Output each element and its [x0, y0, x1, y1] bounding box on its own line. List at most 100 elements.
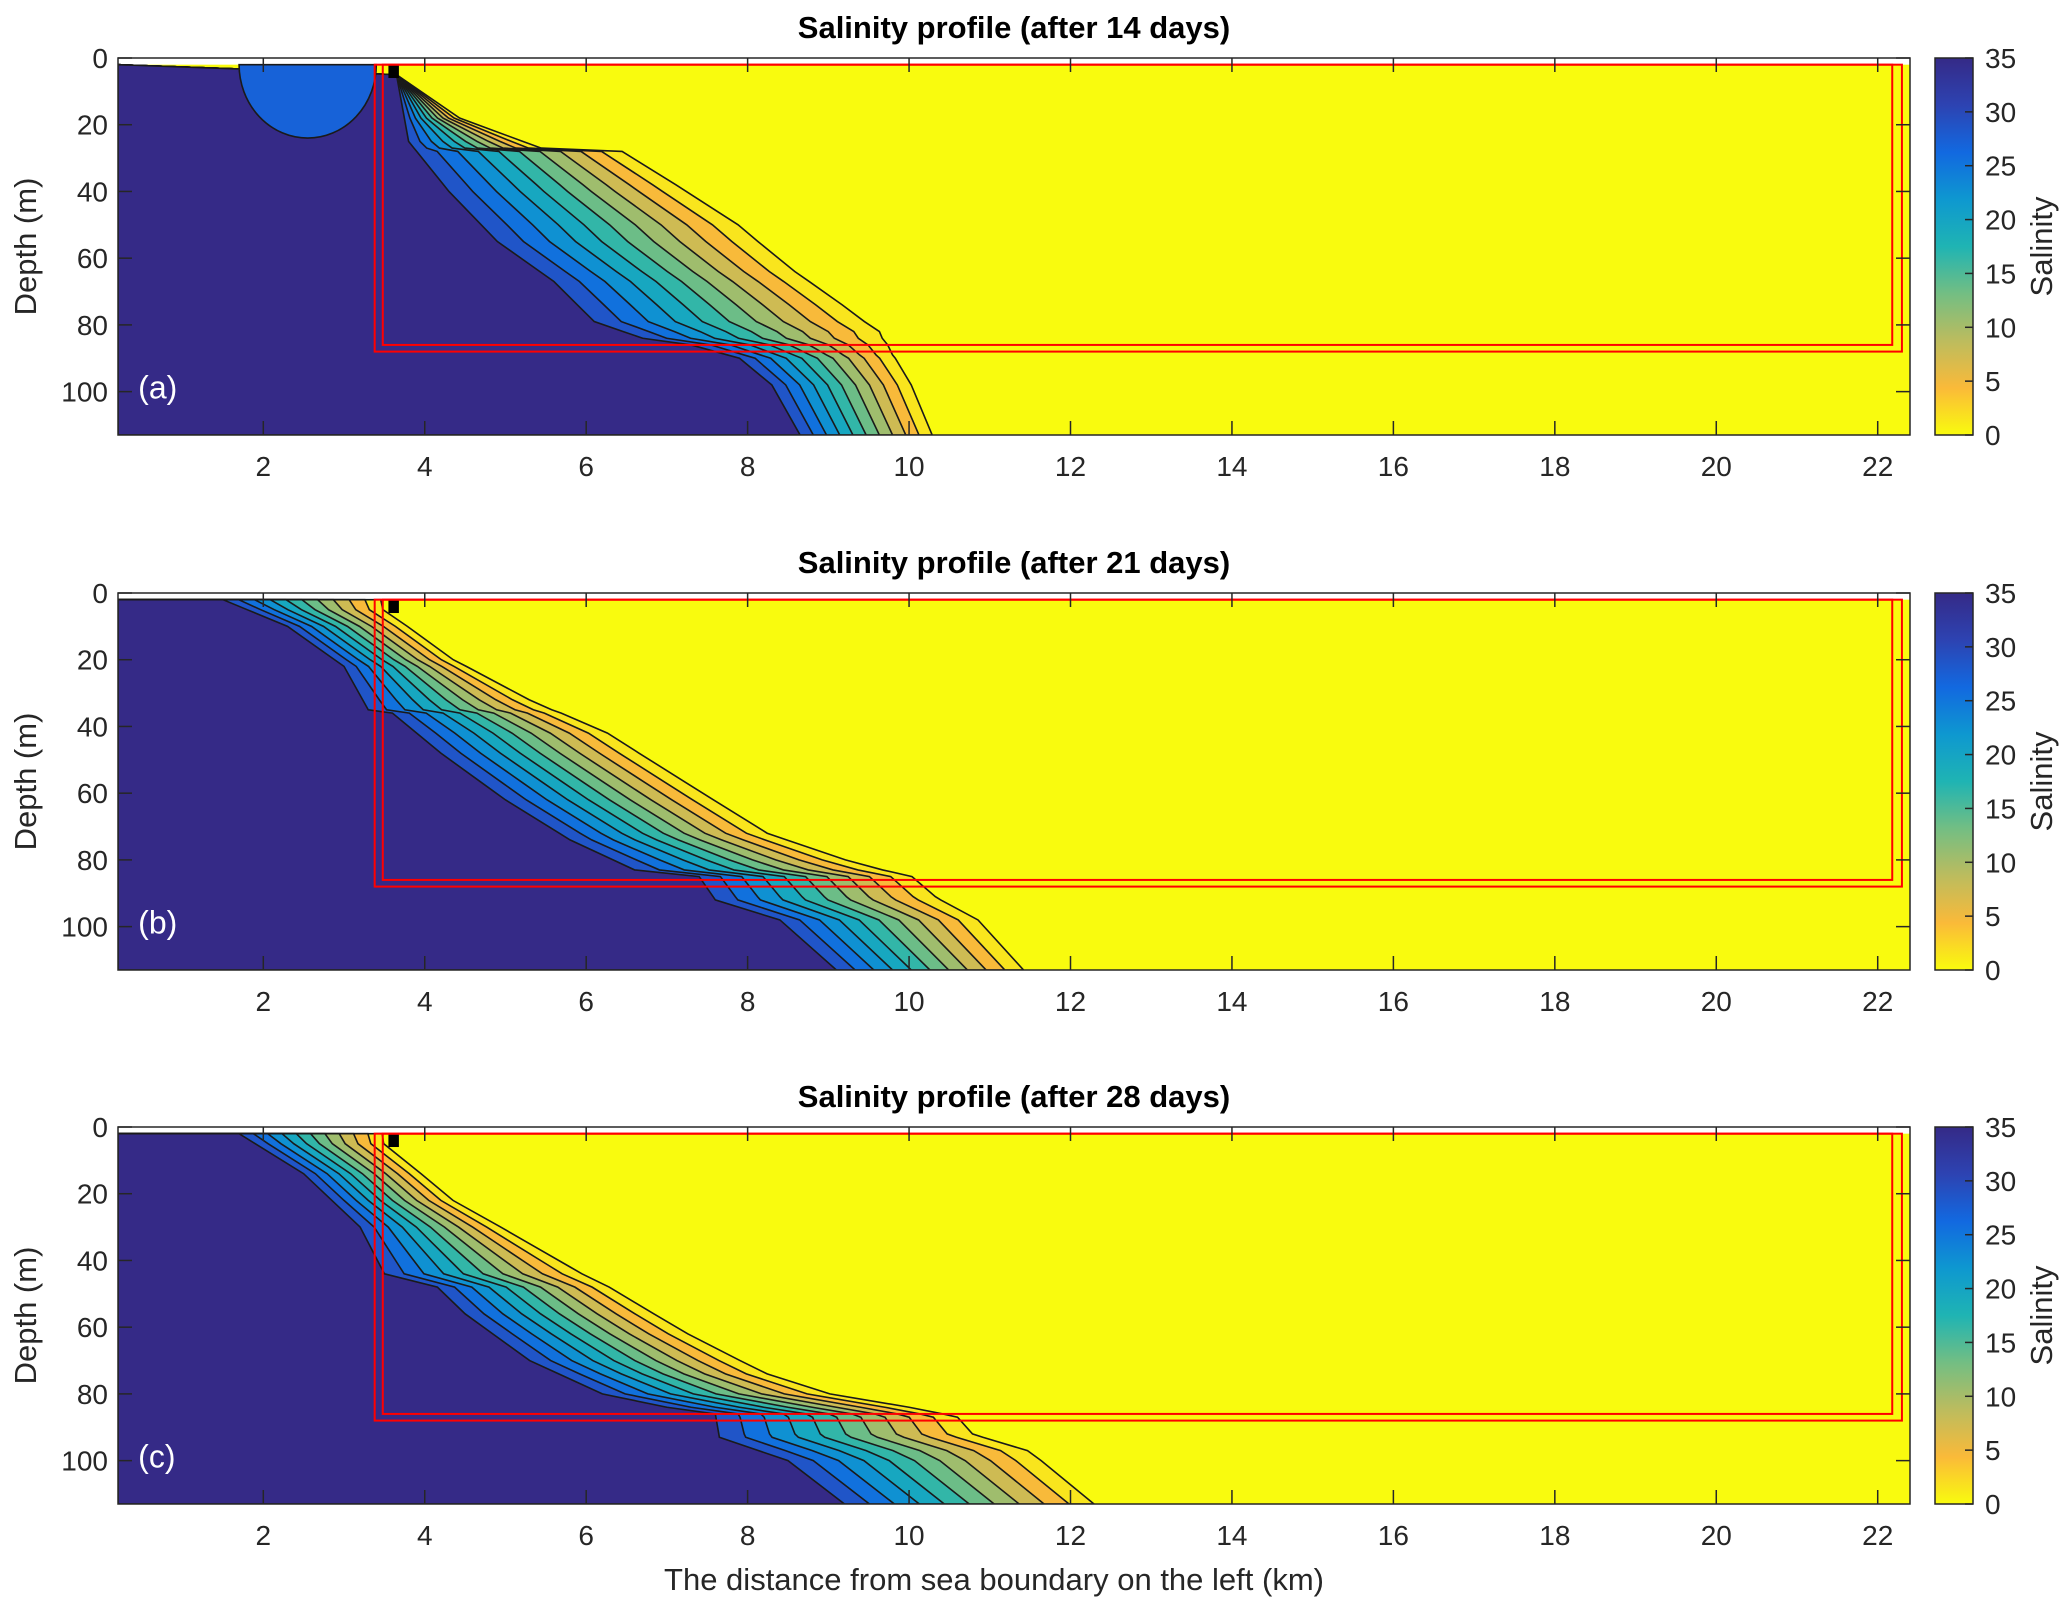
colorbar-tick-label: 30: [1985, 632, 2016, 663]
y-tick-label: 80: [77, 845, 108, 876]
x-tick-label: 18: [1539, 451, 1570, 482]
x-tick-label: 4: [417, 451, 433, 482]
colorbar-label: Salinity: [2024, 196, 2059, 296]
colorbar: 0 5 10 15 20 25 30 35 Salinity: [1934, 578, 2059, 986]
surface-lens: [238, 63, 378, 139]
overlay-box: [381, 63, 1894, 346]
colorbar-label: Salinity: [2024, 1265, 2059, 1365]
axes-frame: [117, 1126, 1911, 1505]
y-axis-label: Depth (m): [8, 713, 43, 851]
colorbar-tick-label: 0: [1985, 1489, 2001, 1520]
y-axis-label: Depth (m): [8, 178, 43, 316]
panel-title: Salinity profile (after 21 days): [798, 545, 1230, 580]
x-tick-label: 4: [417, 986, 433, 1017]
x-tick-label: 14: [1216, 986, 1247, 1017]
x-tick-label: 20: [1701, 1520, 1732, 1551]
colorbar-tick-label: 0: [1985, 955, 2001, 986]
x-tick-label: 14: [1216, 451, 1247, 482]
colorbar-tick-label: 5: [1985, 1435, 2001, 1466]
x-tick-label: 14: [1216, 1520, 1247, 1551]
colorbar-tick-label: 20: [1985, 1274, 2016, 1305]
y-tick-label: 60: [77, 1312, 108, 1343]
x-tick-label: 10: [893, 451, 924, 482]
overlay-box: [381, 1132, 1894, 1415]
colorbar-tick-label: 20: [1985, 740, 2016, 771]
overlay-box: [381, 598, 1894, 881]
plot-area: [118, 58, 1910, 435]
barrier-wall: [388, 64, 399, 79]
colorbar-tick-label: 35: [1985, 43, 2016, 74]
y-tick-label: 20: [77, 110, 108, 141]
x-tick-label: 20: [1701, 451, 1732, 482]
colorbar-tick-label: 25: [1985, 1220, 2016, 1251]
sea-water-region: [118, 598, 838, 970]
x-tick-label: 12: [1055, 451, 1086, 482]
colorbar-scale: [1934, 592, 1974, 971]
colorbar-tick-label: 35: [1985, 1112, 2016, 1143]
x-tick-label: 12: [1055, 986, 1086, 1017]
x-axis-label: The distance from sea boundary on the le…: [664, 1562, 1324, 1597]
colorbar-tick-label: 15: [1985, 258, 2016, 289]
x-tick-label: 4: [417, 1520, 433, 1551]
x-tick-label: 2: [256, 1520, 272, 1551]
y-tick-label: 60: [77, 243, 108, 274]
colorbar: 0 5 10 15 20 25 30 35 Salinity: [1934, 43, 2059, 451]
x-tick-label: 8: [740, 451, 756, 482]
x-tick-label: 6: [578, 451, 594, 482]
x-tick-label: 8: [740, 1520, 756, 1551]
x-tick-label: 22: [1862, 451, 1893, 482]
axes-frame: [117, 57, 1911, 436]
y-tick-label: 80: [77, 310, 108, 341]
x-tick-label: 22: [1862, 986, 1893, 1017]
x-tick-label: 16: [1378, 1520, 1409, 1551]
sea-water-region: [118, 63, 802, 435]
colorbar: 0 5 10 15 20 25 30 35 Salinity: [1934, 1112, 2059, 1520]
y-tick-label: 80: [77, 1379, 108, 1410]
y-tick-label: 0: [92, 43, 108, 74]
x-tick-label: 8: [740, 986, 756, 1017]
x-tick-label: 10: [893, 986, 924, 1017]
y-tick-label: 0: [92, 578, 108, 609]
y-tick-label: 100: [61, 377, 108, 408]
x-tick-label: 12: [1055, 1520, 1086, 1551]
colorbar-tick-label: 5: [1985, 901, 2001, 932]
x-tick-label: 2: [256, 451, 272, 482]
y-tick-label: 20: [77, 645, 108, 676]
barrier-wall: [388, 599, 399, 614]
panel-title: Salinity profile (after 14 days): [798, 10, 1230, 45]
colorbar-tick-label: 10: [1985, 312, 2016, 343]
axes-frame: [117, 592, 1911, 971]
x-tick-label: 16: [1378, 986, 1409, 1017]
x-tick-label: 20: [1701, 986, 1732, 1017]
panel-letter: (a): [138, 369, 177, 405]
colorbar-tick-label: 25: [1985, 151, 2016, 182]
x-tick-label: 2: [256, 986, 272, 1017]
colorbar-tick-label: 20: [1985, 205, 2016, 236]
x-tick-label: 16: [1378, 451, 1409, 482]
y-tick-label: 20: [77, 1179, 108, 1210]
panel-letter: (b): [138, 904, 177, 940]
colorbar-tick-label: 0: [1985, 420, 2001, 451]
panel-letter: (c): [138, 1438, 175, 1474]
barrier-wall: [388, 1133, 399, 1148]
x-tick-label: 18: [1539, 986, 1570, 1017]
colorbar-tick-label: 10: [1985, 847, 2016, 878]
colorbar-tick-label: 10: [1985, 1381, 2016, 1412]
y-tick-label: 0: [92, 1112, 108, 1143]
x-tick-label: 6: [578, 986, 594, 1017]
x-tick-label: 10: [893, 1520, 924, 1551]
colorbar-tick-label: 30: [1985, 1166, 2016, 1197]
y-tick-label: 60: [77, 778, 108, 809]
colorbar-tick-label: 5: [1985, 366, 2001, 397]
colorbar-label: Salinity: [2024, 731, 2059, 831]
panel-title: Salinity profile (after 28 days): [798, 1079, 1230, 1114]
y-tick-label: 100: [61, 912, 108, 943]
plot-area: [118, 1127, 1910, 1504]
colorbar-tick-label: 35: [1985, 578, 2016, 609]
colorbar-tick-label: 15: [1985, 1327, 2016, 1358]
y-tick-label: 100: [61, 1446, 108, 1477]
